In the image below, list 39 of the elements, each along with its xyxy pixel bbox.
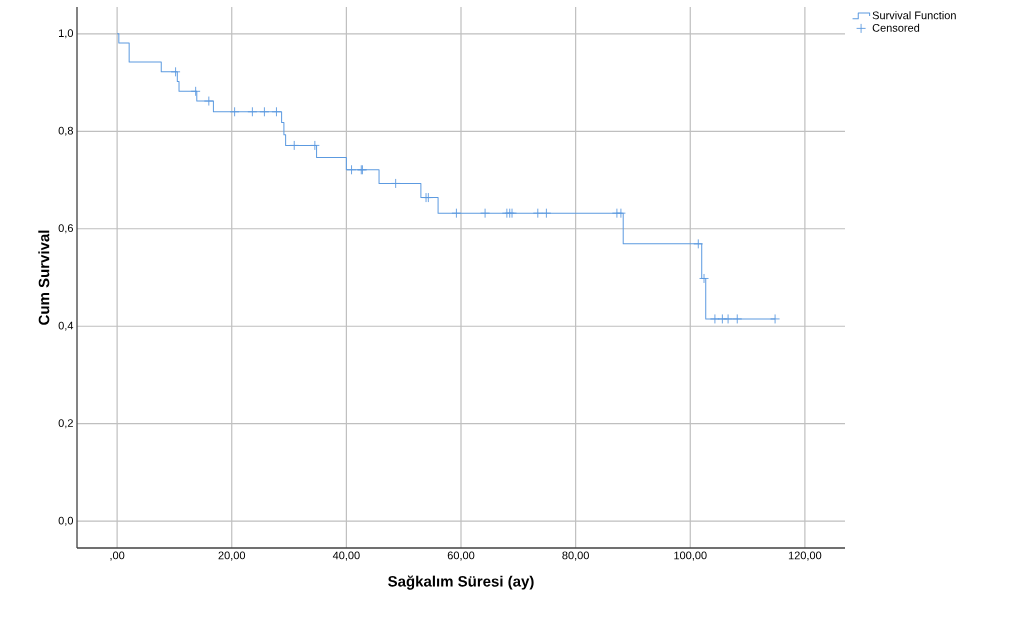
y-tick-label: 0,6	[58, 224, 73, 234]
y-axis-title: Cum Survival	[38, 230, 50, 325]
point	[289, 140, 300, 151]
point	[480, 208, 491, 219]
point	[615, 208, 626, 219]
x-tick-label: ,00	[110, 551, 125, 561]
legend-label: Survival Function	[872, 11, 956, 20]
y-tick-label: 0,4	[58, 321, 74, 331]
point	[451, 208, 462, 219]
y-tick-label: 0,8	[58, 126, 73, 136]
x-tick-label: 60,00	[447, 551, 475, 561]
point	[770, 313, 781, 324]
point	[709, 313, 720, 324]
point	[203, 96, 214, 107]
point	[390, 178, 401, 189]
point	[699, 273, 709, 284]
x-tick-label: 20,00	[218, 551, 246, 561]
point	[259, 106, 270, 117]
point	[693, 238, 704, 249]
point	[732, 313, 743, 324]
legend-label: Censored	[872, 23, 920, 32]
x-axis-title: Sağkalım Süresi (ay)	[388, 575, 534, 590]
y-tick-label: 1,0	[59, 29, 74, 39]
point	[532, 208, 543, 219]
x-tick-label: 120,00	[788, 551, 822, 561]
x-tick-label: 40,00	[332, 551, 360, 561]
point	[541, 208, 552, 219]
point	[346, 164, 357, 175]
point	[723, 313, 734, 324]
point	[170, 66, 181, 77]
point	[247, 106, 258, 117]
x-tick-label: 100,00	[674, 551, 707, 561]
x-tick-label: 80,00	[562, 551, 589, 561]
point	[309, 140, 320, 151]
point	[271, 106, 282, 117]
y-tick-label: 0,2	[58, 419, 73, 429]
point	[190, 86, 201, 97]
y-tick-label: 0,0	[58, 516, 74, 526]
point	[229, 106, 240, 117]
